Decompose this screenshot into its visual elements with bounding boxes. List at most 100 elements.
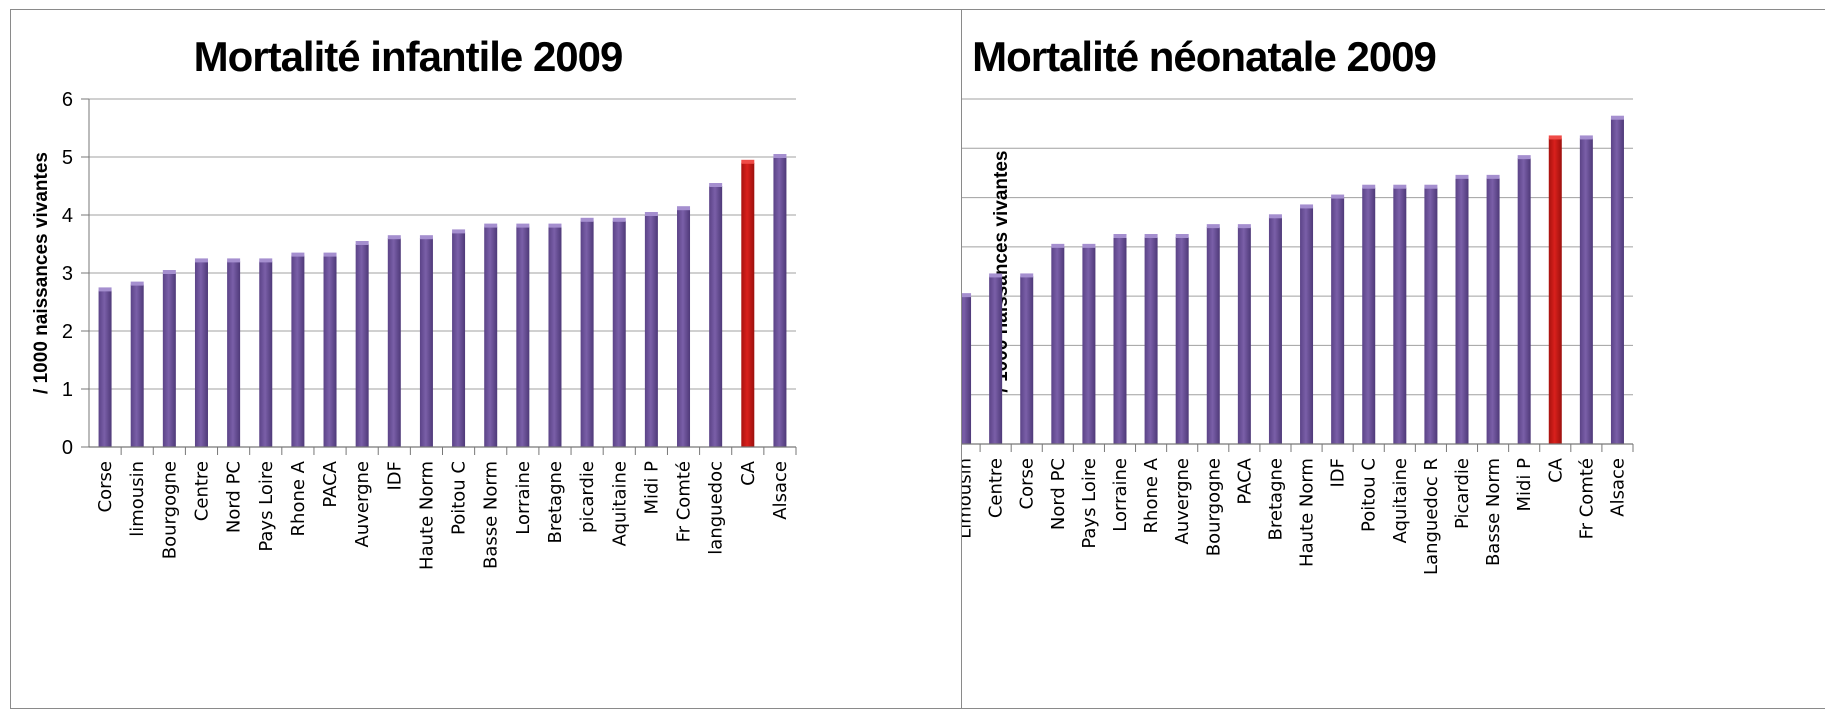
bar-paca [323,255,337,447]
x-tick-label: Bourgogne [159,461,180,559]
bar-lorraine [516,226,530,447]
bar-cap [323,252,337,257]
x-tick-label: Aquitaine [1390,458,1411,543]
x-tick-label: Limousin [962,458,976,539]
bar-paca [1237,227,1251,444]
x-tick-label: picardie [577,461,598,533]
bar-cap [1393,184,1407,189]
bar-alsace [773,157,787,447]
x-tick-label: Haute Norm [416,461,437,570]
x-tick-label: PACA [1234,457,1255,504]
bar-bourgogne [162,273,176,447]
bar-corse [1020,276,1034,444]
x-tick-label: Aquitaine [609,461,630,546]
x-tick-label: Picardie [1452,458,1473,529]
bar-cap [1548,135,1562,140]
infant-mortality-chart: Mortalité infantile 2009 0 1 2 3 4 5 6 / 1000 na… [31,33,797,570]
y-axis-label: / 1000 naissances vivantes [31,152,52,394]
bar-cap [677,206,691,211]
chart-title: Mortalité néonatale 2009 [972,33,1436,80]
bar-rhone-a [1144,237,1158,444]
x-tick-label: languedoc [706,461,727,555]
x-tick-label: Fr Comté [1576,458,1597,539]
y-tick-label: 3 [62,263,73,285]
bar-cap [194,258,208,263]
x-tick-label: Haute Norm [1297,458,1318,567]
bar-cap [1579,135,1593,140]
x-tick-label: Bretagne [1265,458,1286,540]
bar-basse-norm [1486,177,1500,444]
bar-corse [98,290,112,447]
bar-languedoc-r [1424,187,1438,444]
y-tick-label: 1 [62,379,73,401]
bar-cap [1455,174,1469,179]
y-tick-label: 4 [62,205,73,227]
x-tick-label: Lorraine [1110,458,1131,532]
bar-cap [387,235,401,240]
bar-cap [98,287,112,292]
bar-cap [1175,234,1189,238]
bar-bourgogne [1206,227,1220,444]
chart-title: Mortalité infantile 2009 [194,33,623,80]
bar-haute-norm [419,238,433,447]
bar-cap [1082,243,1096,248]
x-tick-label: Nord PC [224,461,245,533]
bar-limousin [962,296,972,444]
bar-cap [773,154,787,158]
y-tick-label: 0 [62,437,73,459]
bar-cap [291,252,305,257]
bar-basse-norm [484,226,498,447]
bar-cap [1113,234,1127,238]
bar-fr-comté [677,209,691,447]
bar-idf [1331,197,1345,444]
bar-cap [1268,214,1282,219]
bar-cap [259,258,273,263]
bar-nord-pc [1051,246,1065,444]
x-tick-label: Rhone A [1141,457,1162,533]
bar-aquitaine [612,220,626,447]
bar-cap [644,212,658,216]
bar-cap [419,235,433,240]
bar-ca [741,162,755,448]
bar-bretagne [1268,217,1282,444]
bar-alsace [1610,118,1624,444]
bar-poitou-c [1362,187,1376,444]
x-tick-label: Poitou C [1359,458,1380,532]
bar-cap [227,258,241,263]
bar-cap [1362,184,1376,189]
bar-poitou-c [452,232,466,447]
bar-auvergne [1175,237,1189,444]
bar-midi-p [1517,158,1531,444]
x-tick-label: Rhone A [288,460,309,536]
x-tick-label: Nord PC [1048,458,1069,530]
x-tick-label: Bretagne [545,461,566,543]
bar-cap [709,183,723,187]
bar-cap [1020,273,1034,278]
bar-cap [130,281,144,286]
x-tick-label: Bourgogne [1203,458,1224,556]
x-tick-label: PACA [320,460,341,507]
x-tick-label: Alsace [1607,458,1628,517]
bar-picardie [580,220,594,447]
bar-centre [194,261,208,447]
x-tick-label: Corse [95,461,116,512]
bar-pays-loire [1082,246,1096,444]
x-tick-label: Corse [1017,458,1038,509]
bar-cap [1486,174,1500,179]
neonatal-mortality-chart: Mortalité néonatale 200900,511,522,533,5… [962,33,1634,575]
bar-cap [1237,224,1251,229]
x-tick-label: Midi P [641,461,662,515]
bar-cap [484,223,498,228]
bar-pays-loire [259,261,273,447]
bar-cap [580,217,594,222]
bar-centre [989,276,1003,444]
x-tick-label: Languedoc R [1421,458,1442,575]
x-tick-label: Fr Comté [674,461,695,542]
x-tick-label: Centre [986,458,1007,518]
bar-cap [1051,243,1065,248]
x-tick-label: Basse Norm [1483,458,1504,566]
x-tick-label: Alsace [770,461,791,520]
bar-bretagne [548,226,562,447]
bar-cap [162,270,176,274]
x-tick-label: Pays Loire [256,461,277,552]
